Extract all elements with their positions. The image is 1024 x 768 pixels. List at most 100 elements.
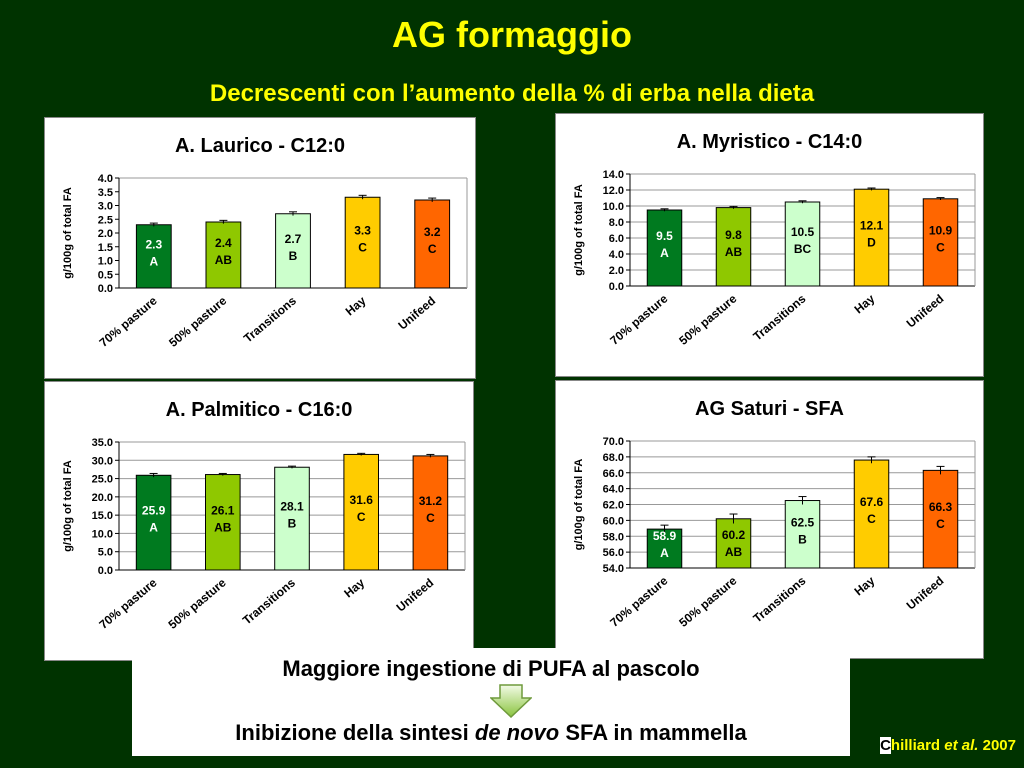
significance-letter: D: [867, 236, 876, 250]
x-tick-label: Transitions: [750, 573, 808, 625]
conclusion-box: Maggiore ingestione di PUFA al pascolo I…: [132, 648, 850, 756]
y-tick-label: 15.0: [92, 510, 113, 522]
data-label: 67.6: [860, 495, 884, 509]
conclusion-line-2-italic: de novo: [475, 720, 559, 745]
y-tick-label: 4.0: [609, 249, 624, 261]
significance-letter: BC: [794, 242, 812, 256]
citation: Chilliard et al. 2007: [880, 737, 1016, 754]
significance-letter: C: [428, 242, 437, 256]
significance-letter: A: [660, 546, 669, 560]
y-tick-label: 68.0: [603, 452, 624, 464]
data-label: 62.5: [791, 515, 815, 529]
y-tick-label: 10.0: [603, 201, 624, 213]
chart-title: AG Saturi - SFA: [695, 398, 844, 420]
y-tick-label: 66.0: [603, 468, 624, 480]
data-label: 26.1: [211, 503, 235, 517]
data-label: 25.9: [142, 504, 166, 518]
y-tick-label: 0.0: [609, 281, 624, 293]
data-label: 31.2: [419, 494, 443, 508]
y-tick-label: 1.0: [98, 256, 113, 268]
y-tick-label: 5.0: [98, 547, 113, 559]
significance-letter: AB: [214, 520, 232, 534]
y-tick-label: 6.0: [609, 233, 624, 245]
data-label: 9.8: [725, 228, 742, 242]
y-axis-label: g/100g of total FA: [573, 459, 585, 551]
data-label: 10.5: [791, 225, 815, 239]
x-tick-label: Hay: [852, 291, 878, 316]
significance-letter: C: [357, 510, 366, 524]
data-label: 28.1: [280, 500, 304, 514]
x-tick-label: Transitions: [750, 291, 808, 343]
significance-letter: B: [798, 532, 807, 546]
significance-letter: C: [936, 517, 945, 531]
x-tick-label: 70% pasture: [96, 575, 159, 631]
x-tick-label: Transitions: [241, 293, 299, 345]
x-tick-label: Transitions: [240, 575, 298, 627]
significance-letter: C: [936, 240, 945, 254]
data-label: 9.5: [656, 229, 673, 243]
y-tick-label: 0.0: [98, 565, 113, 577]
down-arrow-icon: [490, 684, 532, 718]
x-tick-label: 70% pasture: [607, 291, 670, 347]
x-tick-label: 50% pasture: [676, 291, 739, 347]
citation-year: 2007: [978, 737, 1016, 754]
significance-letter: A: [149, 521, 158, 535]
data-label: 31.6: [350, 493, 374, 507]
data-label: 3.2: [424, 225, 441, 239]
significance-letter: AB: [725, 545, 743, 559]
x-tick-label: 70% pasture: [97, 293, 160, 349]
y-tick-label: 30.0: [92, 455, 113, 467]
x-tick-label: Unifeed: [904, 574, 947, 613]
chart-sfa: AG Saturi - SFA g/100g of total FA 54.0 56.…: [556, 381, 983, 658]
significance-letter: C: [426, 511, 435, 525]
citation-first-letter: C: [880, 737, 891, 754]
significance-letter: C: [867, 512, 876, 526]
significance-letter: AB: [725, 245, 743, 259]
bar: [716, 519, 751, 568]
citation-et-al: et al.: [944, 737, 978, 754]
conclusion-line-2: Inibizione della sintesi de novo SFA in …: [132, 720, 850, 746]
y-axis-label: g/100g of total FA: [62, 460, 74, 552]
x-tick-label: 50% pasture: [166, 293, 229, 349]
x-tick-label: Unifeed: [395, 294, 438, 333]
y-tick-label: 2.0: [98, 228, 113, 240]
chart-panel-sfa: AG Saturi - SFA g/100g of total FA 54.0 56.…: [555, 380, 984, 659]
y-axis-label: g/100g of total FA: [573, 184, 585, 276]
data-label: 10.9: [929, 223, 953, 237]
x-tick-label: Hay: [341, 575, 367, 600]
data-label: 2.4: [215, 236, 232, 250]
significance-letter: A: [149, 254, 158, 268]
y-tick-label: 2.5: [98, 214, 113, 226]
y-tick-label: 14.0: [603, 169, 624, 181]
data-label: 2.3: [145, 237, 162, 251]
data-label: 58.9: [653, 529, 677, 543]
slide-title: AG formaggio: [0, 14, 1024, 56]
data-label: 3.3: [354, 224, 371, 238]
chart-panel-myristico: A. Myristico - C14:0 g/100g of total FA 0.…: [555, 113, 984, 377]
x-tick-label: Unifeed: [394, 576, 437, 615]
chart-laurico: A. Laurico - C12:0 g/100g of total FA 0.0 0…: [45, 118, 475, 378]
x-tick-label: Unifeed: [904, 292, 947, 331]
y-tick-label: 0.0: [98, 283, 113, 295]
chart-panel-palmitico: A. Palmitico - C16:0 g/100g of total FA 0.…: [44, 381, 474, 661]
y-tick-label: 2.0: [609, 265, 624, 277]
y-tick-label: 60.0: [603, 515, 624, 527]
chart-panel-laurico: A. Laurico - C12:0 g/100g of total FA 0.0 0…: [44, 117, 476, 379]
y-tick-label: 54.0: [603, 563, 624, 575]
y-tick-label: 62.0: [603, 500, 624, 512]
y-axis-label: g/100g of total FA: [62, 187, 74, 279]
significance-letter: AB: [215, 253, 233, 267]
significance-letter: A: [660, 246, 669, 260]
y-tick-label: 20.0: [92, 492, 113, 504]
conclusion-line-2-pre: Inibizione della sintesi: [235, 720, 475, 745]
significance-letter: C: [358, 241, 367, 255]
conclusion-line-2-post: SFA in mammella: [559, 720, 746, 745]
x-tick-label: Hay: [343, 293, 369, 318]
chart-title: A. Laurico - C12:0: [175, 135, 345, 157]
chart-title: A. Myristico - C14:0: [677, 131, 863, 153]
data-label: 60.2: [722, 528, 746, 542]
chart-title: A. Palmitico - C16:0: [166, 399, 353, 421]
conclusion-line-1: Maggiore ingestione di PUFA al pascolo: [132, 656, 850, 682]
x-tick-label: 50% pasture: [676, 573, 739, 629]
x-tick-label: 70% pasture: [607, 573, 670, 629]
